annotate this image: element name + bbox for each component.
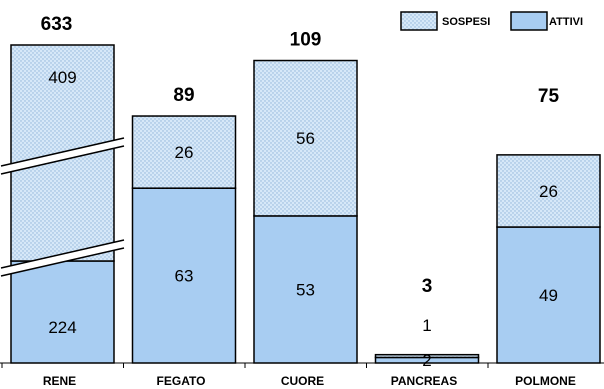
category-label: POLMONE <box>515 374 576 388</box>
legend-swatch-sospesi <box>400 11 438 31</box>
total-label: 89 <box>173 85 194 106</box>
category-label: PANCREAS <box>391 374 457 388</box>
bar-sospesi-pancreas <box>374 353 480 359</box>
value-label-attivi: 49 <box>539 286 558 305</box>
legend-label-attivi: ATTIVI <box>549 16 583 28</box>
bar-attivi-rene <box>10 260 115 364</box>
value-label-attivi: 63 <box>175 267 194 286</box>
bar-attivi-fegato <box>131 187 237 364</box>
axis-break-gap <box>1 240 124 276</box>
category-label: FEGATO <box>157 374 206 388</box>
legend-swatch-attivi <box>510 11 548 31</box>
bar-sospesi-polmone <box>496 154 601 228</box>
value-label-sospesi: 26 <box>175 143 194 162</box>
value-label-sospesi: 26 <box>539 182 558 201</box>
value-label-sospesi: 1 <box>422 316 431 335</box>
bar-sospesi-fegato <box>131 115 237 189</box>
value-label-sospesi: 56 <box>296 129 315 148</box>
bar-sospesi-cuore <box>253 59 358 217</box>
total-label: 75 <box>538 86 560 107</box>
axis-break-mark <box>0 239 125 269</box>
total-label: 633 <box>41 14 73 35</box>
total-label: 109 <box>290 30 322 51</box>
axis-break-mark <box>0 145 125 175</box>
total-label: 3 <box>422 276 433 297</box>
value-label-attivi: 2 <box>422 351 431 370</box>
category-label: CUORE <box>281 374 324 388</box>
value-label-attivi: 224 <box>48 318 76 337</box>
category-label: RENE <box>43 374 76 388</box>
legend: SOSPESI ATTIVI <box>400 11 583 31</box>
value-label-sospesi: 409 <box>48 68 76 87</box>
axis-break-gap <box>1 138 124 174</box>
axis-break-mark <box>0 137 125 167</box>
axis-break-mark <box>0 247 125 277</box>
value-label-attivi: 53 <box>296 280 315 299</box>
legend-label-sospesi: SOSPESI <box>442 16 490 28</box>
